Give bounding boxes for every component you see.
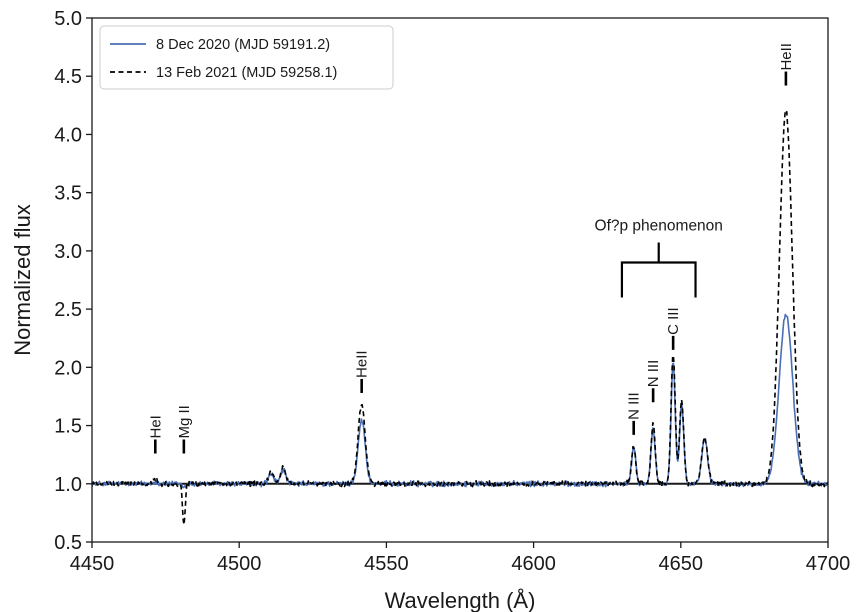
line-id-label: N III — [626, 392, 643, 420]
line-id-label: N III — [645, 360, 662, 388]
axes-frame — [91, 17, 829, 543]
of-p-annotation-label: Of?p phenomenon — [595, 218, 723, 235]
series-line-1 — [92, 313, 828, 489]
y-tick-label: 5.0 — [54, 8, 82, 30]
x-axis-title: Wavelength (Å) — [385, 588, 536, 612]
legend-label-1: 8 Dec 2020 (MJD 59191.2) — [156, 37, 330, 53]
of-p-bracket — [620, 261, 697, 298]
line-id-label: Mg II — [176, 405, 193, 438]
x-tick-label: 4500 — [217, 553, 262, 575]
y-tick-label: 4.5 — [54, 66, 82, 88]
series-line-2 — [92, 109, 828, 526]
plot-area — [92, 109, 828, 526]
legend-box — [99, 25, 394, 90]
line-id-label: HeII — [354, 350, 371, 378]
line-id-label: C III — [665, 307, 682, 335]
legend: 8 Dec 2020 (MJD 59191.2) 13 Feb 2021 (MJD… — [99, 25, 394, 90]
x-tick-label: 4700 — [806, 553, 851, 575]
x-tick-label: 4550 — [364, 553, 409, 575]
y-tick-label: 2.5 — [54, 299, 82, 321]
axes: 4450 4500 4550 4600 4650 4700 0.5 1.0 1.5 2.0 2.5 3… — [10, 8, 850, 612]
legend-label-2: 13 Feb 2021 (MJD 59258.1) — [156, 65, 337, 81]
y-tick-label: 2.0 — [54, 357, 82, 379]
y-tick-label: 3.0 — [54, 241, 82, 263]
line-id-label: HeII — [778, 43, 795, 71]
y-tick-label: 3.5 — [54, 183, 82, 205]
y-tick-label: 4.0 — [54, 124, 82, 146]
y-tick-label: 1.5 — [54, 416, 82, 438]
line-id-label: HeI — [147, 415, 164, 438]
x-tick-label: 4450 — [70, 553, 115, 575]
y-tick-label: 0.5 — [54, 532, 82, 554]
y-axis-title: Normalized flux — [10, 204, 35, 356]
x-tick-label: 4600 — [511, 553, 556, 575]
y-tick-label: 1.0 — [54, 474, 82, 496]
x-tick-label: 4650 — [659, 553, 704, 575]
